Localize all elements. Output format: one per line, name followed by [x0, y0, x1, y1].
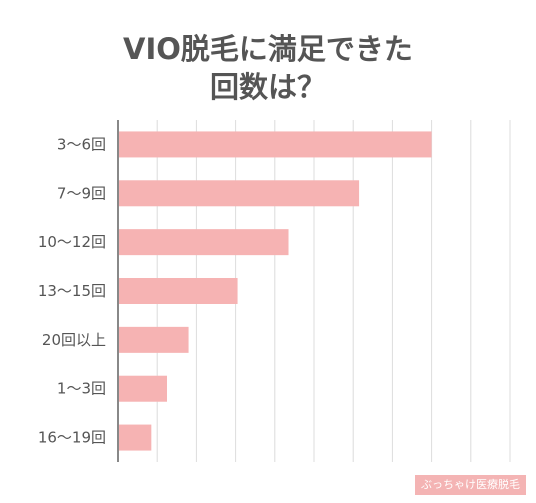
category-label: 1〜3回: [57, 380, 106, 398]
category-label: 13〜15回: [38, 282, 106, 300]
chart-title-line-1: VIO脱毛に満足できた: [123, 32, 413, 66]
category-label: 20回以上: [42, 331, 106, 349]
category-label: 16〜19回: [38, 429, 106, 447]
source-watermark: ぶっちゃけ医療脱毛: [415, 475, 526, 495]
bar: [118, 131, 432, 158]
chart-title-line-2: 回数は？: [209, 70, 326, 104]
bar: [118, 424, 152, 451]
category-label: 10〜12回: [38, 233, 106, 251]
bar: [118, 278, 238, 304]
bar: [118, 229, 289, 256]
category-label: 3〜6回: [57, 135, 106, 153]
category-label: 7〜9回: [57, 184, 106, 202]
bar: [118, 180, 360, 207]
bar: [118, 326, 189, 353]
chart-title: VIO脱毛に満足できた 回数は？: [0, 30, 536, 106]
bar: [118, 375, 167, 402]
